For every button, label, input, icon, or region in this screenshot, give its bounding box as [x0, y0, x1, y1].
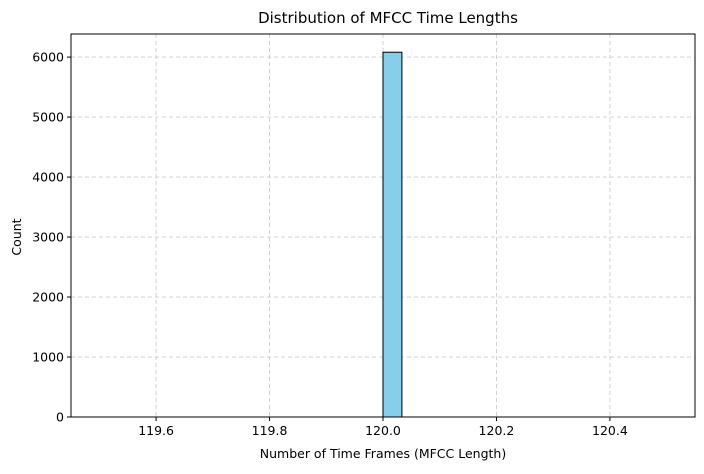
y-tick-label: 0 — [56, 410, 64, 425]
x-tick-label: 119.6 — [138, 423, 174, 438]
y-tick-label: 6000 — [32, 50, 64, 65]
y-axis-label: Count — [9, 218, 24, 255]
x-tick-label: 119.8 — [252, 423, 288, 438]
bar-layer — [99, 51, 667, 418]
y-tick-label: 3000 — [32, 230, 64, 245]
x-tick-label: 120.0 — [365, 423, 401, 438]
histogram-bar — [382, 51, 403, 418]
x-tick-label: 120.4 — [592, 423, 628, 438]
x-axis-label: Number of Time Frames (MFCC Length) — [260, 446, 506, 461]
y-tick-label: 1000 — [32, 350, 64, 365]
tick-layer: 119.6 119.8 120.0 120.2 120.4 0 1000 2000 3000 40… — [32, 50, 628, 438]
chart-title: Distribution of MFCC Time Lengths — [258, 9, 518, 27]
y-tick-label: 4000 — [32, 170, 64, 185]
x-tick-label: 120.2 — [479, 423, 515, 438]
y-tick-label: 2000 — [32, 290, 64, 305]
y-tick-label: 5000 — [32, 110, 64, 125]
